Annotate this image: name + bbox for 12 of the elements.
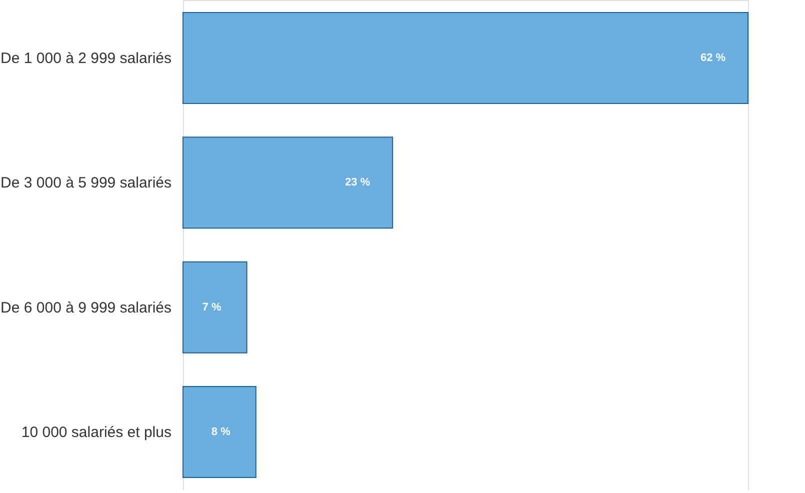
data-label: 23 % [345, 176, 370, 189]
data-label: 7 % [202, 301, 222, 314]
data-label: 8 % [211, 426, 231, 438]
data-label: 62 % [700, 52, 726, 64]
bar [182, 12, 748, 104]
y-tick-label: 10 000 salariés et plus [21, 424, 172, 442]
bar [182, 136, 394, 229]
y-tick-label: De 3 000 à 5 999 salariés [0, 174, 172, 192]
bar [182, 386, 256, 478]
bar [182, 261, 248, 354]
y-tick-label: De 1 000 à 2 999 salariés [0, 50, 172, 67]
y-tick-label: De 6 000 à 9 999 salariés [0, 299, 172, 316]
